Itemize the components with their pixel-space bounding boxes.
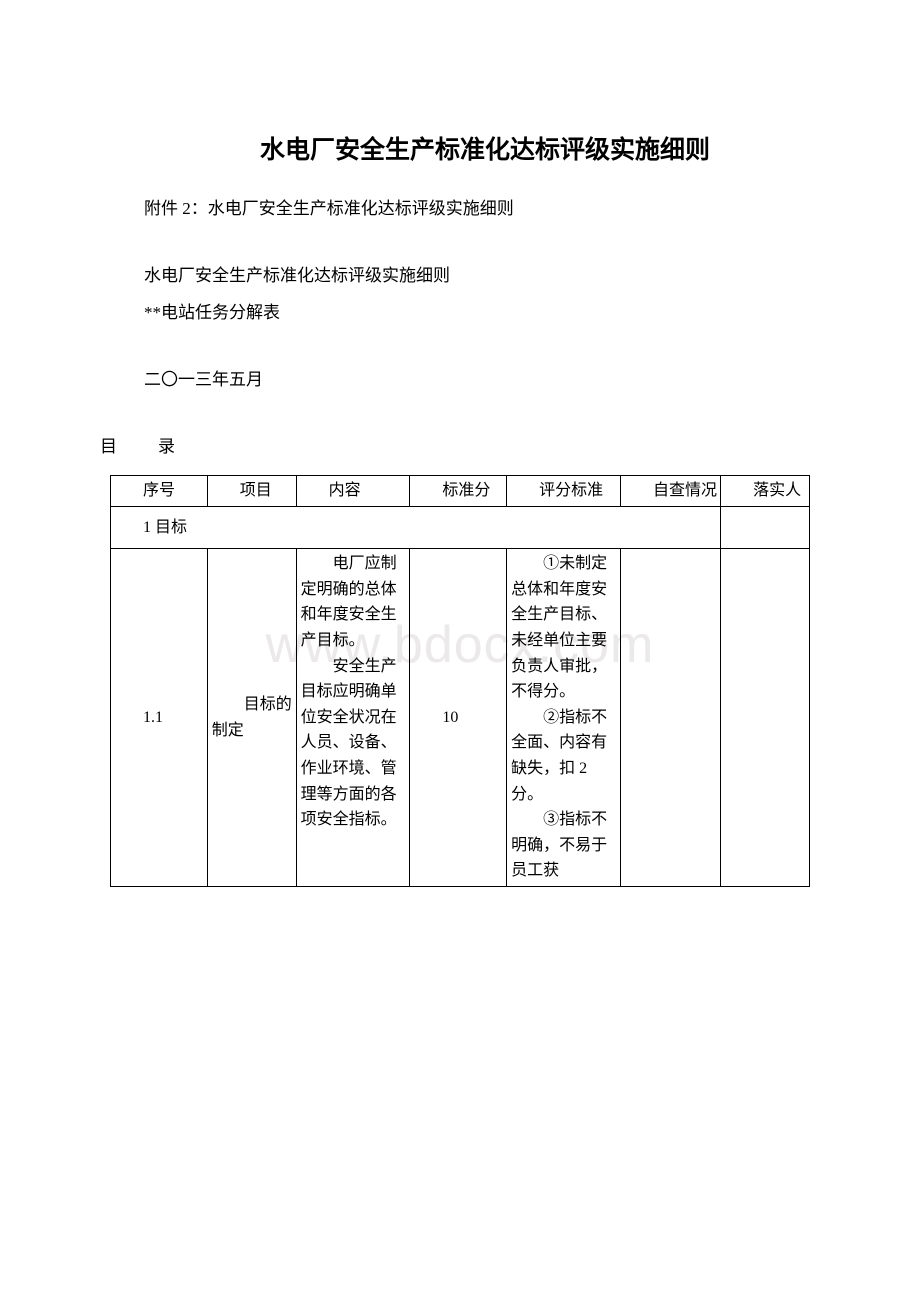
- cell-pingfen: ①未制定总体和年度安全生产目标、未经单位主要负责人审批，不得分。 ②指标不全面、…: [507, 549, 621, 887]
- cell-neirong-p2: 安全生产目标应明确单位安全状况在人员、设备、作业环境、管理等方面的各项安全指标。: [301, 654, 408, 833]
- header-xuhao: 序号: [111, 476, 208, 507]
- table-header-row: 序号 项目 内容 标准分 评分标准 自查情况 落实人: [111, 476, 810, 507]
- subtitle: 附件 2：水电厂安全生产标准化达标评级实施细则: [110, 194, 810, 219]
- section-empty-cell: [721, 506, 810, 549]
- cell-pingfen-p2: ②指标不全面、内容有缺失，扣 2 分。: [511, 705, 618, 807]
- cell-xuhao: 1.1: [111, 549, 208, 887]
- body-line-2: **电站任务分解表: [110, 298, 810, 323]
- cell-biaozhunfen: 10: [410, 549, 507, 887]
- cell-pingfen-p1: ①未制定总体和年度安全生产目标、未经单位主要负责人审批，不得分。: [511, 551, 618, 705]
- cell-neirong-p1: 电厂应制定明确的总体和年度安全生产目标。: [301, 551, 408, 653]
- cell-xiangmu-text: 目标的制定: [212, 692, 294, 743]
- header-luoshi: 落实人: [721, 476, 810, 507]
- cell-luoshi: [721, 549, 810, 887]
- section-row: 1 目标: [111, 506, 810, 549]
- cell-xiangmu: 目标的制定: [207, 549, 296, 887]
- body-line-1: 水电厂安全生产标准化达标评级实施细则: [110, 261, 810, 286]
- toc-title: 目 录: [100, 432, 810, 457]
- table-row: 1.1 目标的制定 电厂应制定明确的总体和年度安全生产目标。 安全生产目标应明确…: [111, 549, 810, 887]
- main-title: 水电厂安全生产标准化达标评级实施细则: [160, 130, 810, 166]
- section-title: 1 目标: [111, 506, 721, 549]
- header-pingfen: 评分标准: [507, 476, 621, 507]
- date-line: 二〇一三年五月: [110, 365, 810, 390]
- header-neirong: 内容: [296, 476, 410, 507]
- document-content: 水电厂安全生产标准化达标评级实施细则 附件 2：水电厂安全生产标准化达标评级实施…: [110, 130, 810, 887]
- header-biaozhunfen: 标准分: [410, 476, 507, 507]
- header-zicha: 自查情况: [620, 476, 720, 507]
- cell-neirong: 电厂应制定明确的总体和年度安全生产目标。 安全生产目标应明确单位安全状况在人员、…: [296, 549, 410, 887]
- cell-pingfen-p3: ③指标不明确，不易于员工获: [511, 807, 618, 884]
- evaluation-table: 序号 项目 内容 标准分 评分标准 自查情况 落实人 1 目标 1.1 目标的制…: [110, 475, 810, 887]
- cell-zicha: [620, 549, 720, 887]
- header-xiangmu: 项目: [207, 476, 296, 507]
